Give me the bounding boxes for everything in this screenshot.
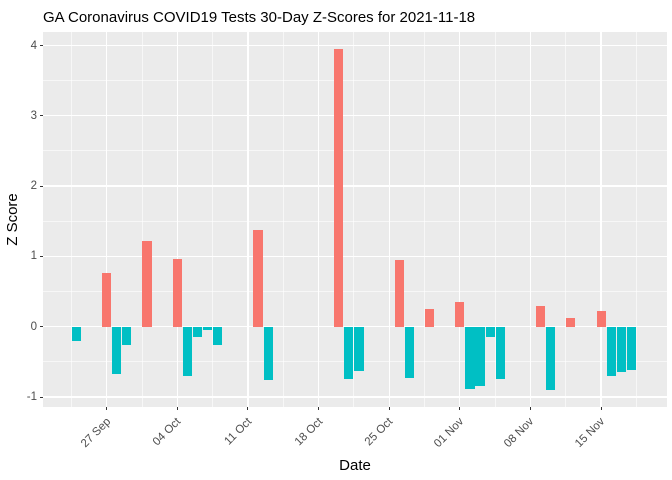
bar-2021-10-22 (354, 326, 364, 371)
grid-major-y (43, 396, 667, 398)
x-axis-tick (247, 407, 249, 410)
grid-major-x (459, 32, 461, 407)
grid-minor-x (282, 32, 284, 407)
x-axis-tick (459, 407, 461, 410)
bar-2021-11-04 (485, 326, 495, 337)
plot-panel (43, 32, 667, 407)
y-tick-label: 4 (30, 39, 37, 52)
x-axis-tick (600, 407, 602, 410)
x-axis-tick (388, 407, 390, 410)
bar-2021-11-09 (535, 305, 546, 327)
y-axis-title-wrap: Z Score (3, 32, 21, 407)
bar-2021-11-03 (475, 326, 485, 387)
grid-major-x (106, 32, 108, 407)
bar-2021-10-27 (404, 326, 414, 378)
bar-2021-11-15 (596, 310, 606, 327)
bar-2021-10-04 (172, 259, 182, 327)
grid-major-x (529, 32, 532, 407)
bar-2021-10-12 (253, 230, 263, 327)
bar-2021-10-29 (424, 309, 435, 327)
bar-2021-10-01 (142, 240, 152, 327)
bar-2021-10-26 (394, 259, 404, 327)
bar-2021-11-10 (546, 326, 556, 390)
grid-minor-x (494, 32, 496, 407)
y-axis-tick (40, 255, 43, 257)
grid-major-y (43, 185, 667, 187)
bar-2021-10-06 (192, 326, 203, 337)
bar-2021-09-29 (122, 326, 132, 345)
grid-minor-y (43, 80, 667, 82)
bar-2021-11-18 (626, 326, 636, 371)
grid-major-x (176, 32, 178, 407)
chart-title: GA Coronavirus COVID19 Tests 30-Day Z-Sc… (43, 9, 476, 26)
bar-2021-11-02 (465, 326, 475, 390)
grid-minor-x (141, 32, 143, 407)
grid-minor-x (212, 32, 214, 407)
y-axis-tick (40, 326, 43, 328)
y-axis-title: Z Score (3, 193, 21, 246)
x-axis-tick (106, 407, 108, 410)
bar-2021-10-20 (334, 49, 344, 327)
bar-2021-09-24 (71, 326, 82, 342)
grid-minor-y (43, 220, 667, 222)
bar-2021-10-07 (203, 326, 213, 331)
grid-minor-y (43, 150, 667, 152)
y-axis-tick (40, 45, 43, 46)
y-tick-label: 1 (30, 250, 37, 263)
bar-2021-10-05 (182, 326, 192, 376)
grid-minor-x (635, 32, 637, 407)
bar-2021-11-01 (455, 302, 465, 327)
grid-major-x (600, 32, 602, 407)
x-axis-tick (529, 407, 531, 410)
bar-2021-11-16 (606, 326, 616, 376)
grid-minor-x (565, 32, 567, 407)
grid-minor-y (43, 291, 667, 293)
x-axis-tick (318, 407, 320, 410)
bar-2021-10-08 (213, 326, 223, 345)
grid-minor-x (353, 32, 355, 407)
y-axis-tick (40, 396, 43, 398)
y-axis-tick (40, 115, 43, 117)
x-axis-title: Date (339, 457, 371, 474)
y-axis-tick (40, 185, 43, 187)
bar-2021-10-13 (263, 326, 273, 381)
y-tick-label: 2 (30, 180, 37, 193)
grid-major-y (43, 115, 667, 117)
y-tick-label: 0 (30, 320, 37, 333)
x-axis-tick (176, 407, 178, 410)
y-tick-label: -1 (26, 391, 37, 403)
grid-major-x (317, 32, 320, 407)
bar-2021-09-27 (102, 272, 112, 327)
grid-major-y (43, 44, 667, 47)
grid-minor-x (424, 32, 426, 407)
bar-2021-11-12 (566, 317, 576, 327)
bar-2021-10-21 (344, 326, 354, 380)
bar-2021-11-05 (495, 326, 505, 379)
grid-major-y (43, 255, 667, 258)
y-tick-label: 3 (30, 109, 37, 122)
grid-major-x (388, 32, 390, 407)
grid-major-x (247, 32, 249, 407)
grid-minor-x (70, 32, 72, 407)
bar-2021-09-28 (112, 326, 122, 374)
bar-2021-11-17 (616, 326, 626, 372)
